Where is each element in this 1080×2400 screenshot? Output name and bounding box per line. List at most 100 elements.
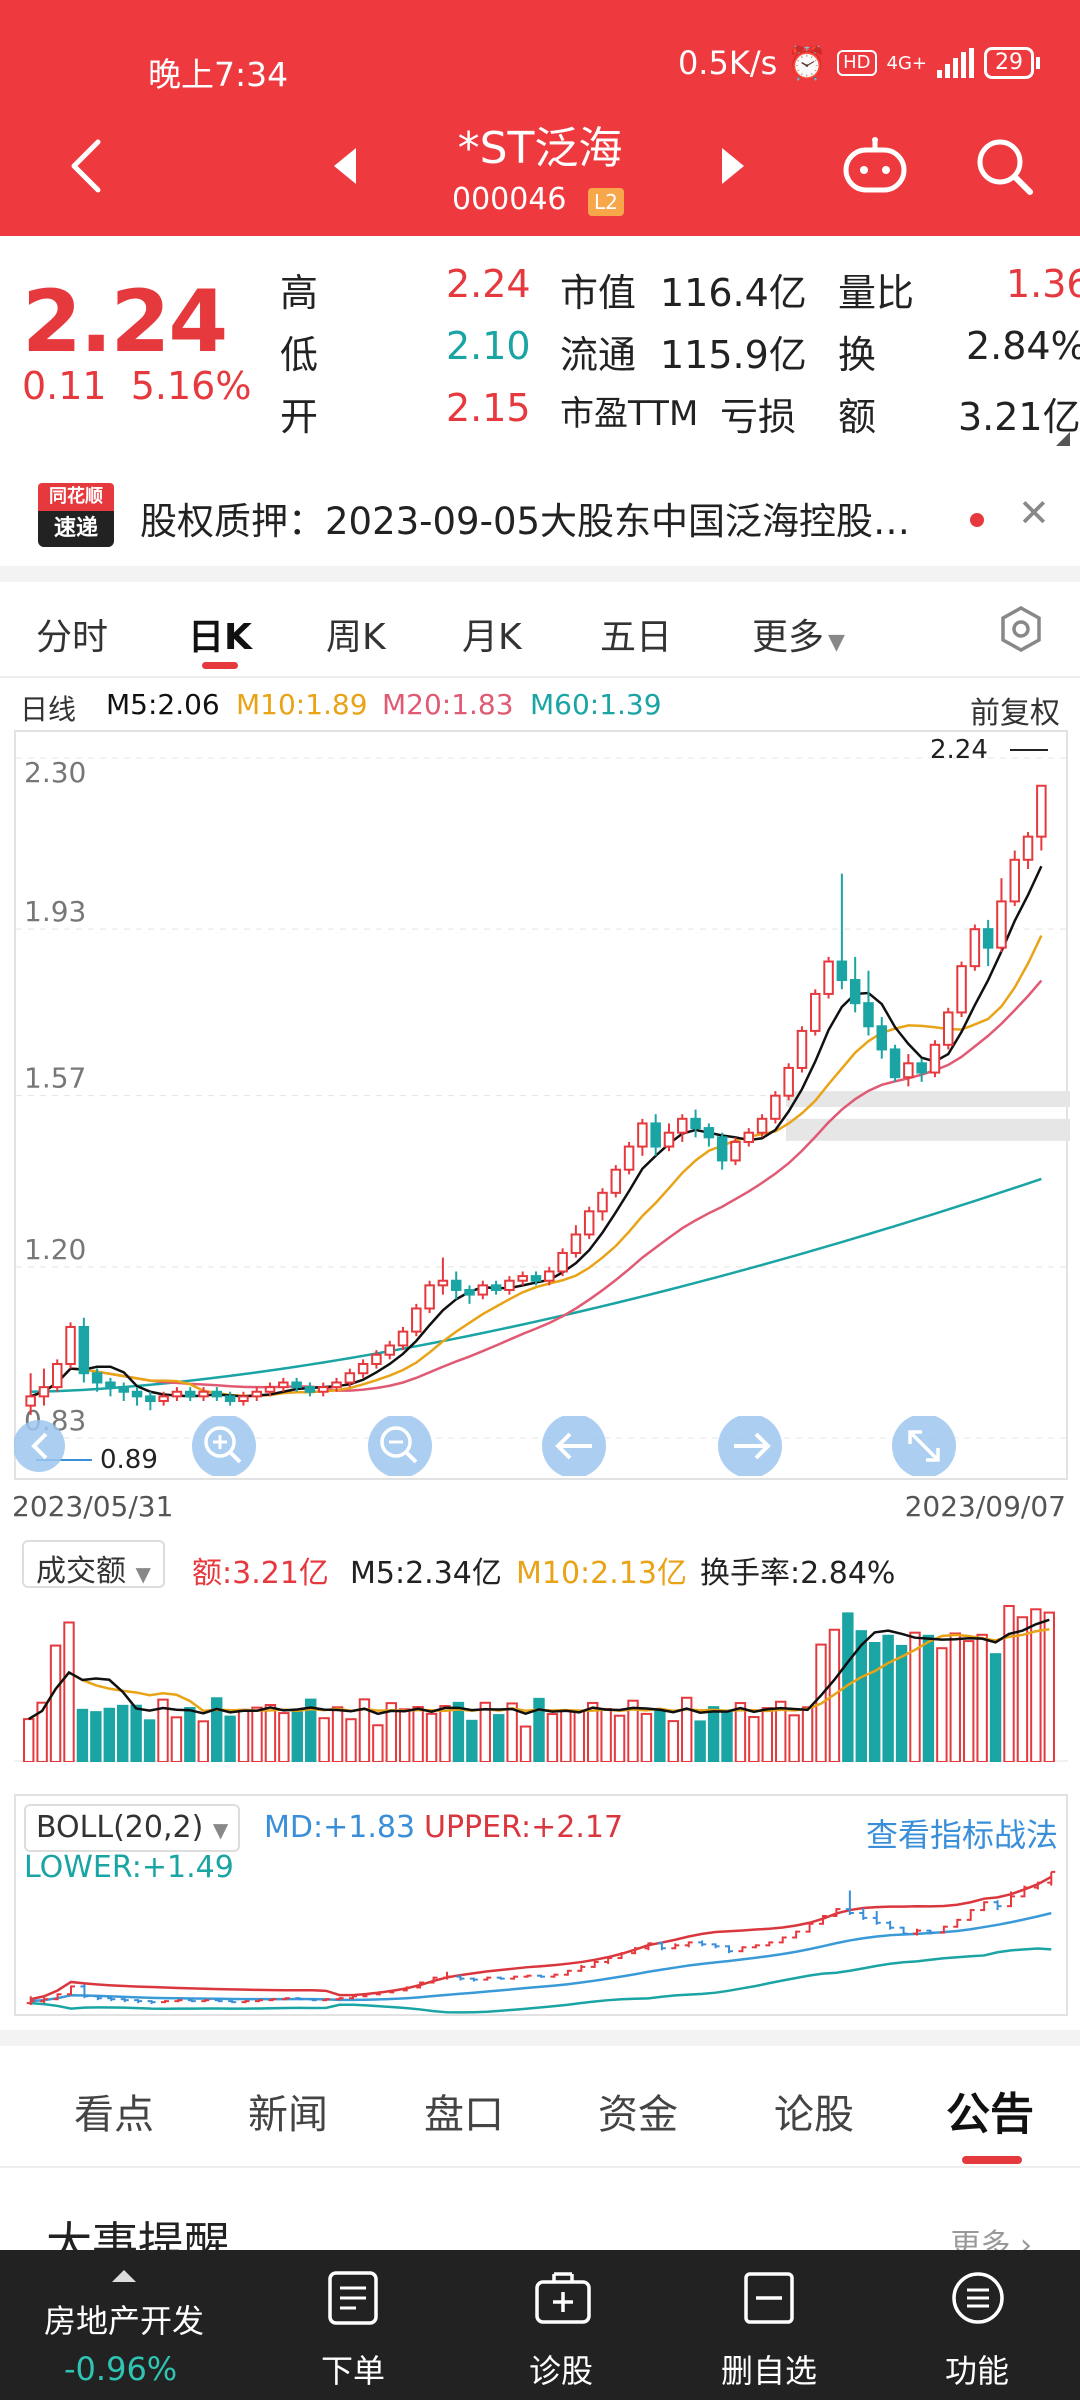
volume-bar [707, 1706, 720, 1763]
tab-capital[interactable]: 资金 [598, 2092, 678, 2138]
tab-more[interactable]: 更多 ▼ [752, 608, 845, 660]
sector-button[interactable]: 房地产开发 -0.96% [0, 2250, 250, 2400]
pe-value: 亏损 [720, 395, 797, 439]
volume-bar [600, 1708, 612, 1764]
volume-indicator-select[interactable]: 成交额 ▼ [22, 1540, 165, 1589]
ma10-line [30, 935, 1043, 1398]
low-value: 2.10 [446, 324, 531, 368]
expand-corner-icon[interactable] [1056, 432, 1070, 446]
signal-icon [937, 48, 974, 78]
volume-bar [734, 1702, 747, 1764]
diagnose-button[interactable]: 诊股 [476, 2250, 646, 2400]
remove-watchlist-button[interactable]: 删自选 [684, 2250, 854, 2400]
candle-body [597, 1191, 608, 1213]
tab-discussion[interactable]: 论股 [774, 2092, 854, 2138]
boll-lower: LOWER:+1.49 [24, 1850, 234, 1885]
boll-lower-line [30, 1947, 1052, 2014]
volume-bar [23, 1718, 35, 1763]
volume-bar [90, 1711, 102, 1763]
volume-bar [493, 1714, 505, 1763]
boll-chart[interactable] [14, 1794, 1068, 2016]
tab-news[interactable]: 新闻 [248, 2092, 328, 2138]
ticker-text[interactable]: 股权质押：2023-09-05大股东中国泛海控股集团有限公司质押股份 [140, 500, 940, 543]
pan-left-button[interactable] [14, 1420, 65, 1472]
volume-bar [251, 1706, 263, 1763]
volume-bar [667, 1720, 679, 1763]
price-change: 0.11 5.16% [22, 364, 251, 408]
volume-bar [895, 1644, 908, 1764]
volume-bar [560, 1710, 572, 1764]
robot-assistant-icon[interactable] [842, 136, 908, 196]
y-tick-label: 1.20 [24, 1233, 86, 1266]
candle-body [278, 1381, 289, 1389]
volume-bar [654, 1708, 666, 1763]
tab-highlights[interactable]: 看点 [74, 2092, 154, 2138]
news-ticker[interactable]: 同花顺 速递 股权质押：2023-09-05大股东中国泛海控股集团有限公司质押股… [0, 465, 1080, 565]
candle-body [916, 1062, 927, 1074]
volume-bar [519, 1725, 532, 1764]
candle-body [91, 1372, 103, 1384]
vol-ratio-label: 量比 [838, 271, 915, 315]
max-price-label: 2.24 [930, 735, 988, 765]
mkt-cap-value: 116.4亿 [660, 271, 807, 315]
adjust-mode[interactable]: 前复权 [970, 696, 1060, 731]
candle-body [969, 928, 981, 968]
volume-bar [425, 1712, 438, 1763]
candle-body [703, 1127, 715, 1139]
candle-body [158, 1395, 169, 1402]
chevron-down-icon: ▼ [212, 1818, 229, 1842]
back-icon[interactable] [64, 136, 108, 196]
remove-icon [744, 2272, 794, 2324]
volume-bar [103, 1707, 115, 1763]
indicator-strategy-link[interactable]: 查看指标战法 [865, 1816, 1058, 1854]
candle-body [490, 1284, 502, 1291]
candle-body [411, 1307, 422, 1333]
volume-bar [49, 1644, 62, 1763]
tab-daily-k[interactable]: 日K [188, 617, 252, 658]
move-left-button[interactable] [542, 1416, 606, 1476]
settings-icon[interactable] [996, 604, 1046, 654]
candle-body [770, 1094, 781, 1120]
move-right-button[interactable] [718, 1416, 782, 1476]
candle-body [357, 1362, 369, 1375]
candle-body [849, 979, 861, 1005]
ma60-line [30, 1177, 1042, 1393]
divider [0, 2030, 1080, 2046]
boll-mid-line [30, 1911, 1052, 2003]
volume-bar [143, 1719, 156, 1763]
candle-body [756, 1117, 768, 1134]
volume-bar [640, 1712, 653, 1763]
next-stock-icon[interactable] [722, 148, 744, 184]
tab-monthly-k[interactable]: 月K [462, 617, 522, 658]
tab-announcements[interactable]: 公告 [946, 2089, 1034, 2140]
sector-change: -0.96% [64, 2350, 178, 2388]
functions-button[interactable]: 功能 [892, 2250, 1062, 2400]
prev-stock-icon[interactable] [334, 148, 356, 184]
place-order-button[interactable]: 下单 [268, 2250, 438, 2400]
zoom-in-button[interactable] [192, 1416, 256, 1476]
functions-label: 功能 [944, 2352, 1009, 2390]
search-icon[interactable] [972, 134, 1036, 198]
volume-header: 成交额 ▼ 额:3.21亿 M5:2.34亿 M10:2.13亿 换手率:2.8… [0, 1540, 1080, 1594]
close-icon[interactable]: ✕ [1018, 491, 1050, 535]
tab-weekly-k[interactable]: 周K [326, 617, 386, 658]
boll-indicator-select[interactable]: BOLL(20,2) ▼ [24, 1804, 241, 1852]
tab-orderbook[interactable]: 盘口 [424, 2092, 504, 2138]
boll-selector-label: BOLL(20,2) [36, 1810, 204, 1845]
volume-bar [399, 1708, 411, 1763]
remove-label: 删自选 [720, 2352, 817, 2390]
candle-body [25, 1395, 36, 1407]
ma-legend: 日线 M5:2.06 M10:1.89 M20:1.83 M60:1.39 前复… [0, 680, 1080, 731]
volume-amount: 额:3.21亿 [192, 1556, 329, 1591]
candle-body [943, 1011, 954, 1046]
tab-five-day[interactable]: 五日 [600, 617, 673, 658]
kline-chart[interactable]: 2.30 1.93 1.57 1.20 0.83 2.24 0.89 [14, 730, 1070, 1480]
candle-body [557, 1251, 568, 1273]
volume-chart[interactable] [14, 1596, 1068, 1764]
volume-bar [976, 1633, 988, 1763]
candle-body [530, 1275, 542, 1282]
candle-body [836, 960, 848, 982]
fullscreen-button[interactable] [892, 1416, 956, 1476]
tab-intraday[interactable]: 分时 [36, 617, 109, 658]
zoom-out-button[interactable] [368, 1416, 432, 1476]
